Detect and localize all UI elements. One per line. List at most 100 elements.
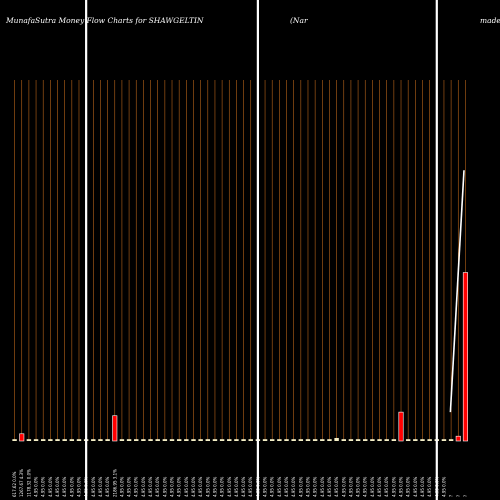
bar — [98, 439, 103, 441]
bar — [441, 439, 447, 441]
x-tick-label: 4.95 0.0% — [406, 476, 411, 497]
x-tick-label: 4.95 0.0% — [277, 476, 282, 497]
bar — [184, 439, 189, 441]
x-tick-label: 4.95 0.0% — [348, 476, 353, 497]
bar — [119, 439, 125, 441]
x-tick-label: 4.95 0.0% — [62, 476, 67, 497]
bar — [69, 439, 75, 441]
chart-title-right-b: made — [480, 16, 500, 25]
x-tick-label: 4.95 0.0% — [413, 476, 418, 497]
bar — [234, 439, 239, 441]
bar — [298, 439, 304, 441]
bar — [462, 272, 468, 442]
bar — [334, 437, 339, 441]
x-tick-label: ? — [463, 495, 468, 497]
x-tick-label: 4.95 0.0% — [34, 476, 39, 497]
x-tick-label: 4.95 0.0% — [177, 476, 182, 497]
x-tick-label: 4.95 0.0% — [119, 476, 124, 497]
x-tick-label: 4.95 0.0% — [313, 476, 318, 497]
x-tick-label: 4.95 0.0% — [234, 476, 239, 497]
bar — [262, 439, 268, 441]
x-tick-labels: 617.62 0.0% 1267.67 4.3% 1178.32 0.0% 4.95 … — [12, 469, 468, 497]
x-tick-label: 4.95 0.0% — [191, 476, 196, 497]
bar — [219, 439, 225, 441]
bar — [205, 439, 211, 441]
x-tick-label: 4.95 0.0% — [148, 476, 153, 497]
bar — [91, 439, 96, 441]
x-tick-label: 4.95 0.0% — [212, 476, 217, 497]
x-tick-label: 4.95 0.0% — [320, 476, 325, 497]
bar — [33, 439, 39, 441]
x-tick-label: 4.95 0.0% — [227, 476, 232, 497]
bar — [62, 439, 67, 441]
x-tick-label: 4.95 0.0% — [205, 476, 210, 497]
bar — [126, 439, 132, 441]
bar — [370, 439, 375, 441]
x-tick-label: 4.95 0.0% — [305, 476, 310, 497]
x-tick-label: 4.95 0.0% — [363, 476, 368, 497]
bar — [134, 439, 139, 441]
bar — [212, 439, 218, 441]
x-tick-label: 4.95 0.0% — [105, 476, 110, 497]
bar — [76, 439, 82, 441]
bar — [19, 433, 25, 442]
x-tick-label: 4.95 0.0% — [248, 476, 253, 497]
bar — [155, 439, 160, 441]
bar — [198, 439, 203, 441]
x-tick-label: 4.95 0.0% — [441, 476, 446, 497]
x-tick-label: 4.95 0.0% — [184, 476, 189, 497]
bar — [405, 439, 411, 441]
bar — [191, 439, 196, 441]
x-tick-label: 4.95 0.0% — [241, 476, 246, 497]
x-tick-label: 4.95 0.0% — [220, 476, 225, 497]
x-tick-label: 4.95 0.0% — [263, 476, 268, 497]
x-tick-label: 4.95 0.0% — [155, 476, 160, 497]
x-tick-label: 4.95 0.0% — [98, 476, 103, 497]
bar — [377, 439, 382, 441]
x-tick-label: 4.95 0.0% — [399, 476, 404, 497]
bar — [48, 439, 53, 441]
x-tick-label: 4.95 0.0% — [391, 476, 396, 497]
x-tick-label: 4.95 0.0% — [255, 476, 260, 497]
bar — [420, 439, 425, 441]
bar — [341, 439, 346, 441]
bar — [384, 439, 389, 441]
bar — [148, 439, 153, 441]
bar — [398, 411, 404, 442]
x-tick-label: 4.95 0.0% — [327, 476, 332, 497]
x-tick-label: 4.95 0.0% — [270, 476, 275, 497]
bar — [363, 439, 368, 441]
x-tick-label: 4.95 0.0% — [48, 476, 53, 497]
bars — [12, 272, 468, 442]
x-tick-label: 4.95 0.0% — [420, 476, 425, 497]
bar — [327, 439, 332, 441]
highlight-lines — [85, 0, 438, 500]
x-tick-label: 4.95 0.0% — [91, 476, 96, 497]
bar — [241, 439, 246, 441]
grid-lines — [14, 80, 466, 441]
bar — [169, 439, 175, 441]
x-tick-label: 4.95 0.0% — [141, 476, 146, 497]
x-tick-label: 4.95 0.0% — [377, 476, 382, 497]
x-tick-label: 1178.32 0.0% — [26, 469, 31, 497]
x-tick-label: 4.95 0.0% — [434, 476, 439, 497]
bar — [320, 439, 325, 441]
bar — [348, 439, 354, 441]
x-tick-label: 2186.95 3.1% — [112, 469, 117, 497]
bar — [40, 439, 46, 441]
x-tick-label: 4.95 0.0% — [134, 476, 139, 497]
x-tick-label: 4.95 0.0% — [427, 476, 432, 497]
x-tick-label: 4.95 0.0% — [384, 476, 389, 497]
x-tick-label: 4.95 0.0% — [356, 476, 361, 497]
x-tick-label: 4.95 0.0% — [76, 476, 81, 497]
x-tick-label: 4.95 0.0% — [41, 476, 46, 497]
bar — [227, 439, 232, 441]
x-tick-label: 4.95 0.0% — [298, 476, 303, 497]
bar — [355, 439, 361, 441]
x-tick-label: 4.95 0.0% — [127, 476, 132, 497]
x-tick-label: ? — [449, 495, 454, 497]
bar — [55, 439, 60, 441]
bar — [413, 439, 418, 441]
